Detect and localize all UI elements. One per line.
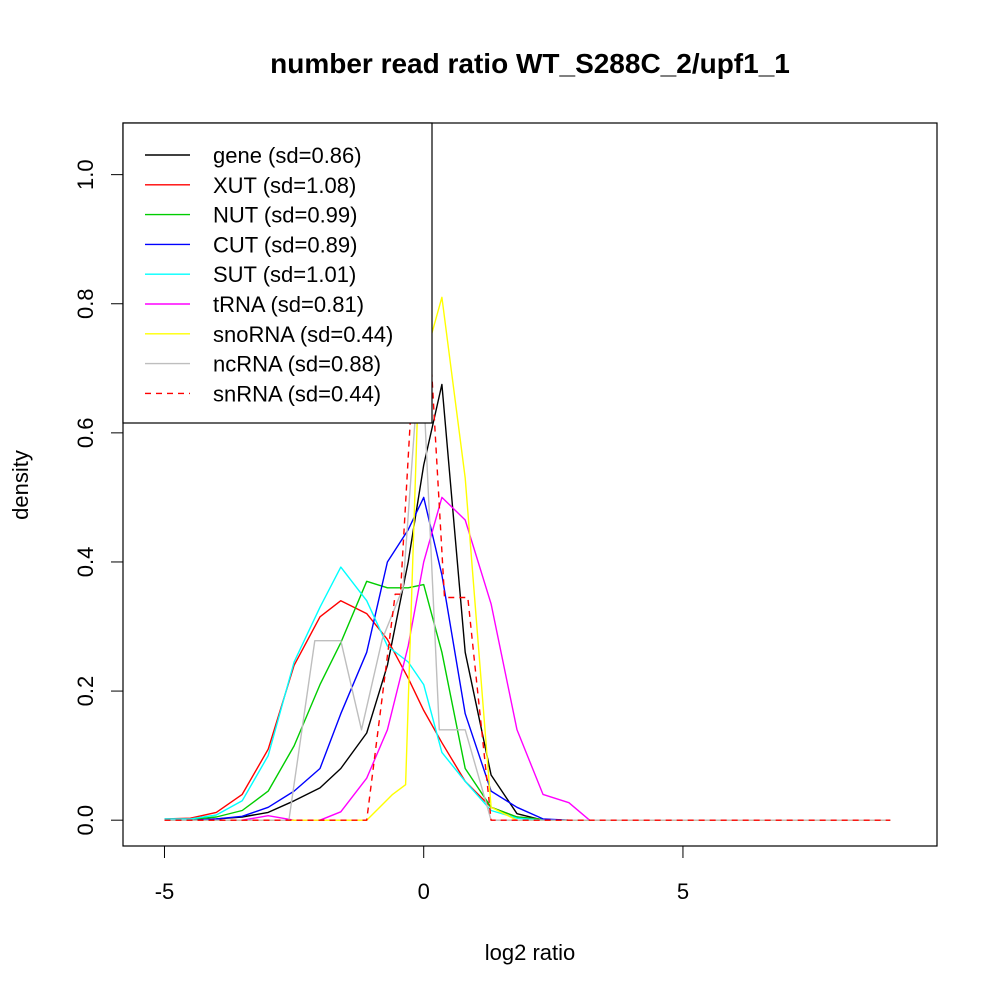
legend-label: snoRNA (sd=0.44)	[213, 322, 393, 347]
legend-box	[122, 122, 433, 424]
x-tick-label: -5	[155, 879, 175, 904]
x-tick-label: 5	[677, 879, 689, 904]
legend-label: tRNA (sd=0.81)	[213, 292, 364, 317]
legend-label: CUT (sd=0.89)	[213, 232, 357, 257]
y-tick-label: 0.0	[73, 805, 98, 836]
legend: gene (sd=0.86) XUT (sd=1.08) NUT (sd=0.99)…	[122, 122, 433, 424]
legend-label: SUT (sd=1.01)	[213, 262, 356, 287]
legend-label: snRNA (sd=0.44)	[213, 381, 381, 406]
x-tick-label: 0	[418, 879, 430, 904]
legend-label: gene (sd=0.86)	[213, 143, 362, 168]
y-tick-label: 0.4	[73, 547, 98, 578]
plot-frame	[122, 122, 938, 847]
plot-lines	[164, 296, 891, 821]
chart-title: number read ratio WT_S288C_2/upf1_1	[270, 48, 790, 79]
series-line-9	[164, 367, 891, 821]
legend-label: ncRNA (sd=0.88)	[213, 352, 381, 377]
y-axis-label: density	[8, 450, 33, 520]
y-tick-label: 0.8	[73, 288, 98, 319]
y-tick-label: 0.2	[73, 676, 98, 707]
x-axis-label: log2 ratio	[485, 940, 576, 965]
y-tick-label: 1.0	[73, 159, 98, 190]
legend-label: XUT (sd=1.08)	[213, 173, 356, 198]
y-tick-label: 0.6	[73, 418, 98, 449]
legend-label: NUT (sd=0.99)	[213, 203, 357, 228]
